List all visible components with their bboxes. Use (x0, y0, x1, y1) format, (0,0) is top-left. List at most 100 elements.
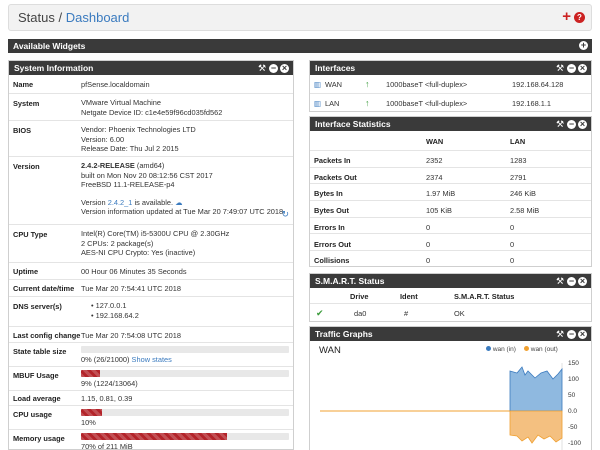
interface-row: ▥ WAN ↑ 1000baseT <full-duplex> 192.168.… (310, 75, 591, 94)
version-arch: (amd64) (134, 161, 165, 170)
ifstats-lan-value: 2.58 MiB (510, 206, 540, 216)
wrench-icon[interactable]: ⚒ (555, 276, 565, 286)
cpu-count: 2 CPUs: 2 package(s) (81, 238, 154, 248)
wrench-icon[interactable]: ⚒ (555, 119, 565, 129)
load-value: 1.15, 0.81, 0.39 (81, 394, 133, 403)
ifstats-header-row: WAN LAN (310, 131, 591, 151)
available-widgets-bar: Available Widgets + (8, 39, 592, 55)
breadcrumb-root[interactable]: Status (18, 10, 55, 25)
ifstats-lan-value: 0 (510, 256, 515, 266)
minimize-icon[interactable]: − (567, 328, 576, 339)
update-version-link[interactable]: 2.4.2_1 (107, 197, 133, 207)
legend-in[interactable]: wan (in) (486, 346, 516, 353)
cpuusage-bar-fill (81, 409, 102, 416)
mbuf-label: MBUF Usage (13, 371, 59, 380)
help-icon[interactable]: ? (574, 12, 585, 23)
minimize-icon[interactable]: − (567, 118, 576, 129)
device-id: Netgate Device ID: c1e4e59f96cd035fd562 (81, 107, 223, 117)
ifstats-wan-value: 105 KiB (426, 206, 452, 216)
datetime-value: Tue Mar 20 7:54:41 UTC 2018 (81, 284, 181, 293)
ifstats-row: Errors In 0 0 (310, 218, 591, 235)
status-up-icon: ↑ (365, 79, 370, 89)
sysinfo-row-version: Version 2.4.2-RELEASE (amd64) built on M… (9, 157, 293, 225)
close-icon[interactable]: × (578, 118, 587, 129)
version-freebsd: FreeBSD 11.1-RELEASE-p4 (81, 180, 175, 190)
network-icon: ▥ (314, 99, 321, 108)
system-information-panel: System Information ⚒ − × Name pfSense.lo… (8, 60, 294, 450)
traffic-graph: 150 100 50 0.0 -50 -100 (320, 360, 581, 450)
sysinfo-row-datetime: Current date/time Tue Mar 20 7:54:41 UTC… (9, 280, 293, 297)
ifstats-lan-value: 0 (510, 239, 515, 249)
statetable-label: State table size (13, 347, 67, 356)
interface-wan-link[interactable]: WAN (325, 80, 342, 89)
ifstats-row: Packets Out 2374 2791 (310, 168, 591, 185)
page-header: Status / Dashboard + ? (8, 4, 592, 31)
close-icon[interactable]: × (280, 62, 289, 73)
bios-label: BIOS (13, 126, 32, 135)
add-widget-icon[interactable]: + (562, 8, 571, 25)
version-label: Version (13, 162, 40, 171)
update-suffix: is available. (132, 197, 174, 207)
mbuf-value: 9% (1224/13064) (81, 379, 138, 388)
cpu-aesni: AES-NI CPU Crypto: Yes (inactive) (81, 248, 196, 258)
ifstats-row-label: Packets In (314, 156, 351, 165)
statetable-bar (81, 346, 289, 353)
column-header-ident: Ident (400, 292, 418, 301)
smart-drive: da0 (354, 309, 367, 318)
mbuf-bar (81, 370, 289, 377)
status-up-icon: ↑ (365, 98, 370, 108)
interface-lan-link[interactable]: LAN (325, 99, 340, 108)
ifstats-wan-value: 1.97 MiB (426, 189, 456, 199)
sysinfo-row-cpuusage: CPU usage 10% (9, 406, 293, 430)
ifstats-wan-value: 0 (426, 239, 431, 249)
cpuusage-label: CPU usage (13, 410, 53, 419)
close-icon[interactable]: × (578, 275, 587, 286)
sysinfo-row-bios: BIOS Vendor: Phoenix Technologies LTD Ve… (9, 121, 293, 157)
interfaces-title: Interfaces (315, 63, 356, 73)
system-label: System (13, 99, 40, 108)
legend-out[interactable]: wan (out) (523, 346, 558, 353)
y-tick: 150 (568, 360, 579, 367)
wrench-icon[interactable]: ⚒ (555, 63, 565, 73)
breadcrumb: Status / Dashboard (18, 10, 129, 25)
ifstats-row: Collisions 0 0 (310, 251, 591, 266)
sysinfo-row-cpu: CPU Type Intel(R) Core(TM) i5-5300U CPU … (9, 225, 293, 263)
interface-media: 1000baseT <full-duplex> (386, 80, 468, 89)
traffic-graphs-title: Traffic Graphs (315, 329, 373, 339)
lastconfig-value: Tue Mar 20 7:54:08 UTC 2018 (81, 331, 181, 340)
uptime-value: 00 Hour 06 Minutes 35 Seconds (81, 267, 187, 276)
show-states-link[interactable]: Show states (131, 355, 172, 364)
column-header-smart-status: S.M.A.R.T. Status (454, 292, 515, 301)
wrench-icon[interactable]: ⚒ (257, 63, 267, 73)
sysinfo-row-system: System VMware Virtual Machine Netgate De… (9, 94, 293, 121)
sysinfo-row-uptime: Uptime 00 Hour 06 Minutes 35 Seconds (9, 263, 293, 280)
graph-legend: wan (in) wan (out) (486, 346, 558, 353)
smart-status-title: S.M.A.R.T. Status (315, 276, 385, 286)
minimize-icon[interactable]: − (567, 62, 576, 73)
expand-widgets-icon[interactable]: + (579, 40, 588, 50)
ifstats-row: Bytes In 1.97 MiB 246 KiB (310, 184, 591, 202)
memory-label: Memory usage (13, 434, 65, 443)
minimize-icon[interactable]: − (567, 275, 576, 286)
bios-version: Version: 6.00 (81, 134, 125, 144)
column-header-wan: WAN (426, 137, 444, 146)
name-value: pfSense.localdomain (81, 80, 150, 89)
refresh-icon[interactable]: ↻ (281, 209, 289, 219)
ifstats-row: Bytes Out 105 KiB 2.58 MiB (310, 201, 591, 218)
breadcrumb-current[interactable]: Dashboard (65, 10, 130, 25)
cloud-download-icon[interactable]: ☁ (175, 197, 183, 207)
available-widgets-title: Available Widgets (13, 41, 86, 51)
statetable-value: 0% (26/21000) (81, 355, 130, 364)
close-icon[interactable]: × (578, 62, 587, 73)
wrench-icon[interactable]: ⚒ (555, 329, 565, 339)
lastconfig-label: Last config change (13, 331, 81, 340)
ifstats-wan-value: 0 (426, 222, 431, 232)
minimize-icon[interactable]: − (269, 62, 278, 73)
memory-value: 70% of 211 MiB (81, 442, 133, 450)
y-tick: 0.0 (568, 408, 577, 415)
close-icon[interactable]: × (578, 328, 587, 339)
network-icon: ▥ (314, 80, 321, 89)
ifstats-row-label: Collisions (314, 256, 350, 266)
sysinfo-row-name: Name pfSense.localdomain (9, 75, 293, 94)
ifstats-lan-value: 2791 (510, 172, 527, 182)
